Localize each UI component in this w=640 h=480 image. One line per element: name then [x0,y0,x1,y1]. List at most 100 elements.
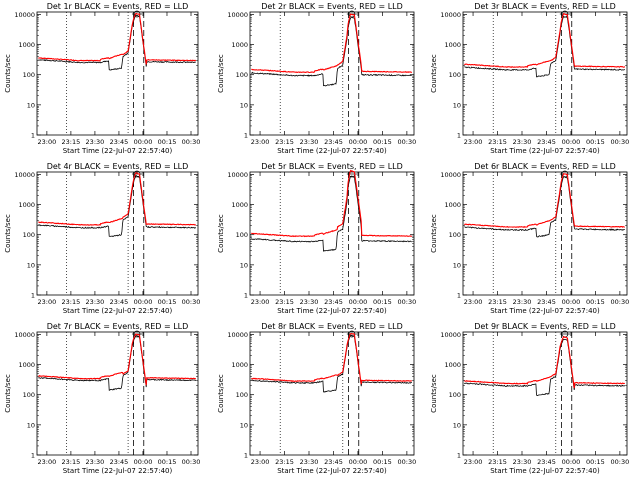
y-tick-label: 10 [27,261,35,269]
y-tick-label: 1 [244,132,248,140]
x-tick-label: 23:45 [110,458,129,466]
lld-series-line [463,172,625,228]
plot-frame [249,331,415,456]
y-tick-label: 10 [27,421,35,429]
y-tick-label: 100 [23,391,35,399]
panel-det-7r: Det 7r BLACK = Events, RED = LLD 1 10 100 10… [4,322,200,475]
y-tick-label: 100 [449,71,461,79]
y-tick-label: 1 [31,292,35,300]
y-tick-label: 100 [236,231,248,239]
x-tick-label: 00:30 [182,298,201,306]
y-tick-label: 10000 [440,11,461,19]
x-tick-label: 23:15 [488,458,507,466]
y-tick-label: 10000 [14,11,35,19]
y-tick-label: 10000 [227,11,248,19]
y-tick-label: 1 [244,452,248,460]
y-tick-label: 1000 [231,361,248,369]
x-tick-label: 23:00 [251,458,270,466]
plot-frame [462,11,628,136]
panel-det-8r: Det 8r BLACK = Events, RED = LLD 1 10 100 10… [217,322,416,475]
x-tick-label: 23:00 [38,458,57,466]
x-tick-label: 23:00 [38,298,57,306]
events-series-line [464,176,625,238]
x-tick-label: 23:15 [275,138,294,146]
y-tick-label: 10000 [440,331,461,339]
panel-title: Det 2r BLACK = Events, RED = LLD [261,2,403,11]
y-tick-label: 100 [23,231,35,239]
y-tick-label: 100 [236,71,248,79]
y-axis-label: Counts/sec [217,374,225,413]
y-tick-label: 1 [457,292,461,300]
x-tick-label: 00:30 [611,298,630,306]
x-tick-label: 00:00 [562,458,581,466]
y-tick-label: 1000 [444,361,461,369]
x-axis-label: Start Time (22-Jul-07 22:57:40) [490,307,600,315]
x-tick-label: 23:00 [38,138,57,146]
events-series-line [464,16,625,78]
x-tick-label: 00:15 [586,458,605,466]
events-series-line [250,16,412,87]
y-tick-label: 1000 [444,41,461,49]
x-tick-label: 00:00 [349,138,368,146]
y-tick-label: 10 [27,101,35,109]
x-tick-label: 00:30 [398,138,417,146]
x-tick-label: 23:30 [86,298,105,306]
lld-series-line [251,332,412,385]
x-tick-label: 00:15 [373,138,392,146]
y-tick-label: 1 [31,132,35,140]
x-tick-label: 23:15 [275,458,294,466]
x-tick-label: 23:00 [464,298,483,306]
events-series-line [464,338,626,396]
y-tick-label: 10000 [440,171,461,179]
x-tick-label: 00:30 [611,458,630,466]
x-tick-label: 23:45 [110,138,129,146]
plot-frame [249,11,415,136]
x-axis-label: Start Time (22-Jul-07 22:57:40) [277,467,387,475]
y-axis-label: Counts/sec [4,214,12,253]
x-tick-label: 23:45 [324,298,343,306]
events-series-line [38,335,197,391]
panel-det-2r: Det 2r BLACK = Events, RED = LLD 1 10 100 10… [217,2,416,155]
panel-title: Det 6r BLACK = Events, RED = LLD [474,162,616,171]
x-tick-label: 23:15 [488,138,507,146]
x-tick-label: 23:00 [251,138,270,146]
x-tick-label: 23:00 [251,298,270,306]
x-tick-label: 23:30 [300,298,319,306]
y-tick-label: 10000 [14,331,35,339]
x-axis-label: Start Time (22-Jul-07 22:57:40) [490,147,600,155]
x-tick-label: 23:00 [464,138,483,146]
x-tick-label: 23:15 [62,458,81,466]
panel-det-9r: Det 9r BLACK = Events, RED = LLD 1 10 100 10… [430,322,629,475]
y-tick-label: 1 [244,292,248,300]
y-axis-label: Counts/sec [4,54,12,93]
y-tick-label: 1000 [444,201,461,209]
x-tick-label: 00:30 [398,298,417,306]
y-axis-label: Counts/sec [217,54,225,93]
x-tick-label: 23:45 [324,458,343,466]
x-tick-label: 00:30 [611,138,630,146]
events-series-line [250,334,412,393]
x-axis-label: Start Time (22-Jul-07 22:57:40) [63,307,173,315]
panel-det-4r: Det 4r BLACK = Events, RED = LLD 1 10 100 10… [4,162,200,315]
plot-frame [36,331,199,456]
x-tick-label: 00:30 [398,458,417,466]
events-series-line [38,14,196,71]
x-tick-label: 23:45 [537,138,556,146]
y-tick-label: 10000 [14,171,35,179]
plot-frame [36,171,199,296]
y-tick-label: 1000 [18,201,35,209]
y-tick-label: 10 [240,421,248,429]
panel-title: Det 5r BLACK = Events, RED = LLD [261,162,403,171]
y-tick-label: 10 [453,261,461,269]
lld-series-line [250,169,413,238]
x-tick-label: 23:30 [513,298,532,306]
y-tick-label: 1000 [231,41,248,49]
x-tick-label: 23:45 [110,298,129,306]
lld-series-line [38,172,196,226]
y-tick-label: 1000 [18,41,35,49]
x-axis-label: Start Time (22-Jul-07 22:57:40) [277,307,387,315]
y-tick-label: 100 [236,391,248,399]
panel-title: Det 4r BLACK = Events, RED = LLD [47,162,189,171]
panel-det-1r: Det 1r BLACK = Events, RED = LLD 1 10 100 10… [4,2,200,155]
x-tick-label: 00:00 [134,458,153,466]
